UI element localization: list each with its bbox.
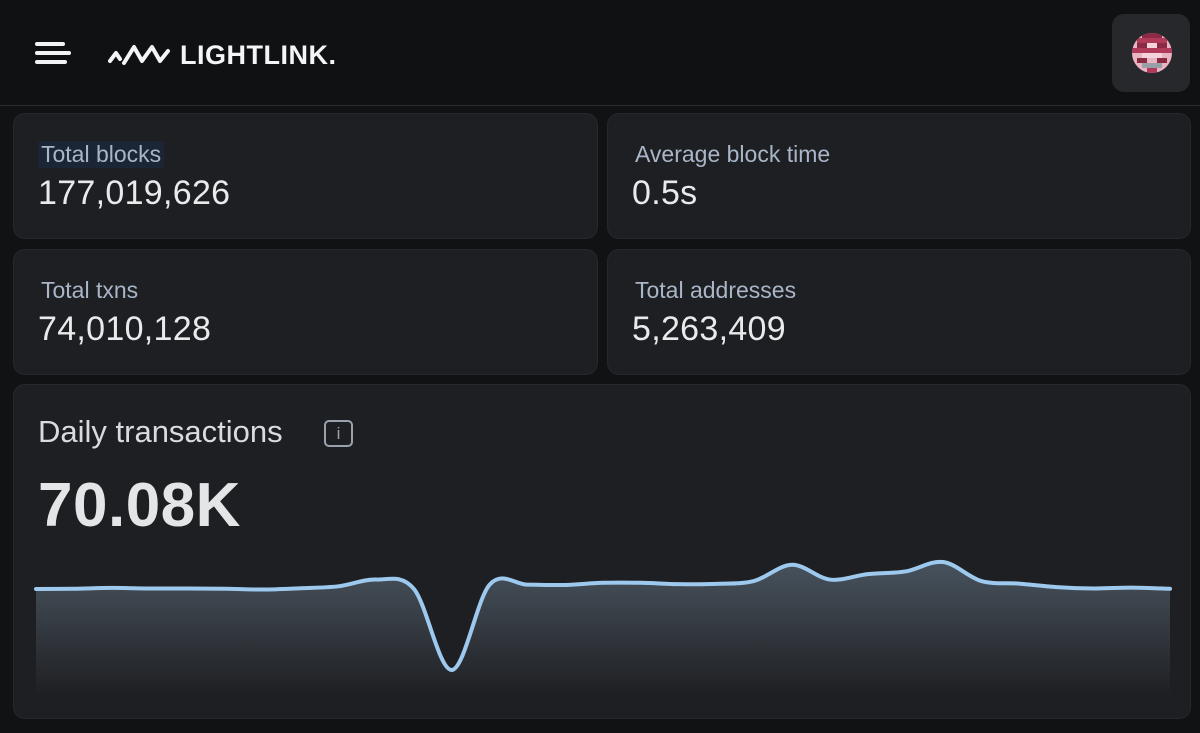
user-avatar-icon: [1132, 33, 1172, 73]
chart-data-point[interactable]: [33, 586, 39, 592]
chart-data-point[interactable]: [1091, 585, 1097, 591]
stat-value: 74,010,128: [38, 310, 212, 348]
stat-card-total-txns: Total txns 74,010,128: [13, 249, 598, 375]
chart-data-point[interactable]: [335, 583, 341, 589]
chart-data-point[interactable]: [260, 587, 266, 593]
chart-data-point[interactable]: [109, 585, 115, 591]
chart-data-point[interactable]: [600, 580, 606, 586]
chart-data-point[interactable]: [411, 586, 417, 592]
chart-data-point[interactable]: [638, 580, 644, 586]
chart-data-point[interactable]: [222, 586, 228, 592]
stat-card-total-blocks: Total blocks 177,019,626: [13, 113, 598, 239]
chart-data-point[interactable]: [978, 578, 984, 584]
chart-data-point[interactable]: [1016, 581, 1022, 587]
menu-line: [35, 51, 71, 55]
brand-name: LIGHTLINK.: [180, 39, 337, 70]
chart-data-point[interactable]: [146, 585, 152, 591]
chart-data-point[interactable]: [298, 585, 304, 591]
daily-transactions-chart: [33, 559, 1173, 695]
stat-value: 5,263,409: [632, 310, 786, 348]
lightlink-logo-icon: [108, 45, 170, 65]
chart-data-point[interactable]: [902, 568, 908, 574]
chart-data-point[interactable]: [373, 577, 379, 583]
chart-data-point[interactable]: [940, 559, 946, 565]
menu-line: [35, 60, 67, 64]
stat-label: Total txns: [41, 277, 139, 303]
daily-transactions-card[interactable]: Daily transactions i 70.08K: [13, 384, 1191, 719]
chart-data-point[interactable]: [789, 562, 795, 568]
stat-label: Total blocks: [38, 141, 165, 168]
user-menu-button[interactable]: [1112, 14, 1190, 92]
info-icon[interactable]: i: [324, 420, 353, 447]
hamburger-menu-icon[interactable]: [30, 36, 74, 70]
chart-data-point[interactable]: [1129, 585, 1135, 591]
chart-area-fill: [36, 561, 1170, 695]
chart-data-point[interactable]: [524, 582, 530, 588]
menu-line: [35, 42, 65, 46]
stat-label: Average block time: [635, 141, 831, 167]
stat-card-average-block-time: Average block time 0.5s: [607, 113, 1191, 239]
chart-data-point[interactable]: [184, 585, 190, 591]
brand-logo[interactable]: LIGHTLINK.: [108, 38, 336, 72]
daily-transactions-value: 70.08K: [38, 471, 241, 540]
chart-data-point[interactable]: [71, 586, 77, 592]
chart-data-point[interactable]: [449, 667, 455, 673]
stat-value: 177,019,626: [38, 174, 231, 212]
chart-data-point[interactable]: [487, 582, 493, 588]
chart-data-point[interactable]: [1167, 586, 1173, 592]
stat-value: 0.5s: [632, 174, 698, 212]
chart-data-point[interactable]: [713, 581, 719, 587]
top-bar: LIGHTLINK.: [0, 0, 1200, 106]
chart-data-point[interactable]: [1054, 584, 1060, 590]
chart-title: Daily transactions: [38, 414, 283, 449]
stat-card-total-addresses: Total addresses 5,263,409: [607, 249, 1191, 375]
chart-data-point[interactable]: [827, 577, 833, 583]
chart-data-point[interactable]: [562, 582, 568, 588]
stat-label: Total addresses: [635, 277, 797, 303]
chart-data-point[interactable]: [751, 578, 757, 584]
chart-data-point[interactable]: [676, 581, 682, 587]
chart-series-line: [34, 559, 1172, 672]
chart-data-point[interactable]: [865, 571, 871, 577]
